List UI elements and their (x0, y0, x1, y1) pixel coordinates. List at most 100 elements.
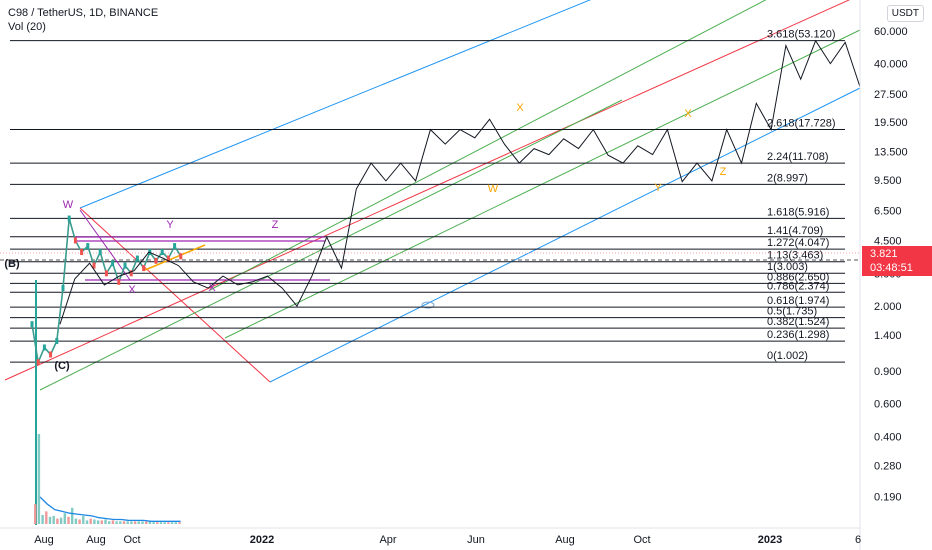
fib-level-label: 0.236(1.298) (767, 329, 829, 341)
wave-label: (B) (4, 258, 20, 270)
volume-bar (130, 521, 133, 524)
volume-bar (122, 521, 126, 524)
volume-indicator-title: Vol (20) (8, 21, 46, 33)
volume-bar (85, 520, 89, 524)
volume-bar (45, 511, 48, 524)
price-tick-label: 40.000 (874, 59, 908, 71)
channel-line-lower-blue (269, 87, 861, 383)
wave-label: W (488, 183, 499, 195)
price-candle (111, 260, 115, 267)
price-tick-label: 0.280 (874, 460, 902, 472)
time-axis[interactable]: Aug Aug Oct 2022 Apr Jun Aug Oct 2023 6 (0, 527, 861, 546)
fib-level-label: 0.382(1.524) (767, 316, 829, 328)
volume-bar (71, 507, 74, 524)
volume-bar (96, 520, 100, 524)
time-tick-label: Aug (86, 534, 106, 546)
price-candle (49, 351, 53, 358)
volume-bar (74, 518, 78, 524)
time-tick-label: Oct (633, 534, 650, 546)
last-price-tag: 3.821 03:48:51 (862, 245, 932, 276)
volume-bar (67, 516, 70, 524)
fib-level-label: 0.786(2.374) (767, 280, 829, 292)
price-tick-label: 1.400 (874, 330, 902, 342)
volume-bar (170, 522, 174, 524)
time-tick-label: Aug (34, 534, 54, 546)
volume-bar (115, 521, 118, 524)
trend-line-purple (79, 209, 131, 281)
price-series (30, 39, 861, 525)
price-tick-label: 6.500 (874, 206, 902, 218)
fib-level-label: 0.618(1.974) (767, 295, 829, 307)
price-candle (30, 321, 34, 328)
volume-pane (34, 434, 181, 524)
price-tick-label: 0.190 (874, 492, 902, 504)
price-candle (98, 249, 102, 256)
volume-bar (52, 515, 55, 524)
pivot-marker (421, 301, 435, 309)
price-candle (61, 285, 65, 292)
fib-level-label: 1.618(5.916) (767, 206, 829, 218)
volume-bar (174, 522, 177, 524)
price-tick-label: 0.600 (874, 399, 902, 411)
price-candle (154, 257, 158, 264)
volume-bar (156, 522, 159, 524)
time-tick-label: 2023 (758, 534, 782, 546)
volume-bar (159, 522, 163, 524)
price-candle (129, 270, 133, 277)
volume-bar (78, 519, 81, 524)
volume-bar (56, 518, 59, 524)
price-tick-label: 2.000 (874, 301, 902, 313)
channel-line-red (4, 0, 851, 381)
price-candle (142, 265, 146, 272)
volume-bar (89, 518, 92, 524)
price-tick-label: 19.500 (874, 117, 908, 129)
wave-label: X (208, 282, 216, 294)
price-candle (135, 255, 139, 262)
volume-bar (48, 516, 52, 524)
volume-bar (137, 521, 140, 524)
volume-bar (100, 520, 103, 524)
volume-bar (167, 522, 170, 524)
volume-bar (82, 515, 85, 524)
volume-bar (133, 521, 137, 524)
price-candle (160, 249, 164, 256)
price-candle (166, 255, 170, 262)
price-candle (67, 215, 71, 222)
wave-label: Y (166, 219, 174, 231)
price-axis[interactable]: 60.000 40.000 27.500 19.500 13.500 9.500 6.500… (859, 0, 908, 550)
wave-label: Z (272, 219, 279, 231)
currency-button[interactable]: USDT (886, 5, 924, 22)
price-candle (36, 359, 40, 366)
bar-countdown: 03:48:51 (870, 261, 913, 274)
channel-line-green-1 (209, 0, 767, 291)
volume-bar (34, 504, 37, 524)
fib-level-label: 0.5(1.735) (767, 306, 817, 318)
wave-label: Z (720, 166, 727, 178)
price-tick-label: 60.000 (874, 26, 908, 38)
price-candle (104, 270, 108, 277)
price-candle (80, 249, 84, 256)
price-tick-label: 4.500 (874, 235, 902, 247)
volume-bar (148, 521, 152, 524)
price-tick-label: 27.500 (874, 89, 908, 101)
volume-bar (119, 521, 122, 524)
fib-level-label: 1.13(3.463) (767, 250, 823, 262)
time-tick-label: Jun (467, 534, 485, 546)
fib-level-label: 2(8.997) (767, 172, 808, 184)
chart-legend: C98 / TetherUS, 1D, BINANCE Vol (20) (8, 6, 158, 34)
fib-level-label: 1.41(4.709) (767, 225, 823, 237)
channel-lines (4, 0, 861, 391)
time-tick-label: Oct (123, 534, 140, 546)
time-tick-label: 2022 (250, 534, 274, 546)
wave-label: X (684, 108, 692, 120)
price-candle (55, 337, 59, 344)
volume-bar (152, 522, 155, 524)
volume-bar (163, 522, 166, 524)
volume-bar (111, 520, 115, 524)
price-tick-label: 9.500 (874, 175, 902, 187)
channel-line-upper-blue (79, 0, 592, 209)
trend-line-orange (144, 244, 206, 271)
fib-level-label: 0(1.002) (767, 350, 808, 362)
projection-path (59, 39, 861, 325)
